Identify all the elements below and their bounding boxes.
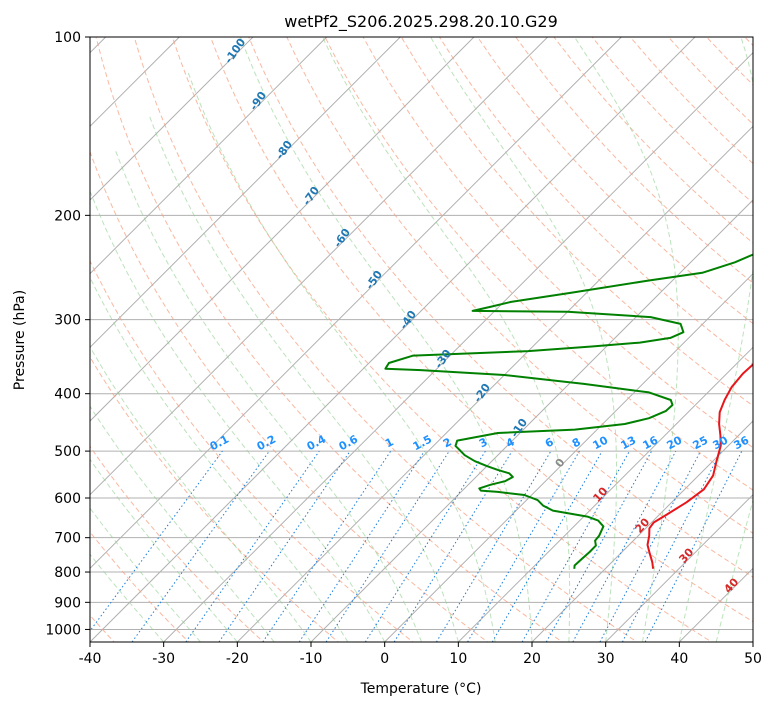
dry-adiabat-line xyxy=(133,37,638,642)
moist-adiabat-line xyxy=(90,276,349,642)
x-tick-label: 10 xyxy=(449,651,467,667)
x-tick-label: 30 xyxy=(597,651,615,667)
y-tick-label: 300 xyxy=(54,313,81,329)
isotherm-line xyxy=(90,37,475,422)
dry-adiabat-line xyxy=(90,531,190,642)
mixing-ratio-label: 36 xyxy=(732,433,752,452)
sounding-profiles xyxy=(384,253,753,569)
y-axis-label: Pressure (hPa) xyxy=(12,290,28,390)
isotherm-line xyxy=(90,37,328,275)
mixing-ratio-line xyxy=(491,450,603,642)
y-tick-label: 700 xyxy=(54,531,81,547)
moist-adiabat-line xyxy=(678,37,753,642)
x-tick-label: 0 xyxy=(380,651,389,667)
x-tick-label: -30 xyxy=(152,651,175,667)
x-tick-label: -40 xyxy=(79,651,102,667)
mixing-ratio-line xyxy=(545,450,653,642)
isotherm-line xyxy=(752,641,753,642)
dewpoint-profile xyxy=(384,253,753,569)
isotherm-line xyxy=(457,346,753,642)
mixing-ratio-line xyxy=(325,450,450,642)
isobar-grid xyxy=(90,37,753,630)
mixing-ratio-label: 13 xyxy=(619,434,639,453)
moist-adiabats xyxy=(90,37,753,642)
isotherm-line xyxy=(236,125,753,642)
y-tick-label: 200 xyxy=(54,208,81,224)
mixing-ratio-line xyxy=(435,450,552,642)
mixing-ratio-label: 10 xyxy=(591,433,611,452)
mixing-ratio-label: 16 xyxy=(641,433,661,452)
y-tick-label: 800 xyxy=(54,565,81,581)
x-tick-label: -10 xyxy=(300,651,323,667)
isotherm-line xyxy=(90,37,622,570)
moist-adiabat-line xyxy=(187,72,496,642)
y-tick-label: 500 xyxy=(54,444,81,460)
moist-adiabat-line xyxy=(90,189,386,642)
mixing-ratio-line xyxy=(467,450,580,642)
x-tick-label: -20 xyxy=(226,651,249,667)
dry-adiabat-line xyxy=(171,37,713,642)
x-tick-label: 50 xyxy=(744,651,762,667)
mixing-ratio-line xyxy=(572,450,677,642)
dry-adiabat-line xyxy=(90,150,489,642)
dry-adiabat-line xyxy=(286,37,753,534)
moist-adiabat-line xyxy=(90,345,312,642)
isotherm-line xyxy=(163,51,753,642)
isotherm-line xyxy=(310,199,753,642)
temperature-profile xyxy=(646,363,753,569)
isotherm-line xyxy=(90,37,549,496)
moist-adiabat-line xyxy=(114,149,422,642)
x-tick-label: 20 xyxy=(523,651,541,667)
plot-background xyxy=(90,37,753,642)
moist-adiabat-line xyxy=(90,458,238,642)
moist-adiabat-line xyxy=(574,37,679,642)
x-axis-label: Temperature (°C) xyxy=(360,681,482,697)
dry-adiabat-line xyxy=(438,37,753,366)
dry-adiabat-line xyxy=(324,37,753,491)
moist-adiabat-line xyxy=(90,553,165,642)
mixing-ratio-line xyxy=(185,450,320,642)
mixing-ratio-label: 20 xyxy=(665,433,685,452)
y-tick-label: 1000 xyxy=(45,622,81,638)
plot-frame xyxy=(89,36,754,643)
mixing-ratio-line xyxy=(364,450,486,642)
moist-adiabat-line xyxy=(148,114,459,642)
mixing-ratio-lines xyxy=(90,450,743,642)
isotherm-line xyxy=(90,37,254,201)
y-tick-label: 900 xyxy=(54,595,81,611)
y-tick-label: 400 xyxy=(54,387,81,403)
isotherm-line xyxy=(605,493,753,642)
y-tick-label: 600 xyxy=(54,491,81,507)
x-axis: -40 -30 -20 -10 0 10 20 30 40 50 xyxy=(79,642,762,667)
mixing-ratio-label: 30 xyxy=(711,433,731,452)
mixing-ratio-label: 25 xyxy=(691,434,711,453)
isotherm-grid xyxy=(90,37,753,642)
dry-adiabat-line xyxy=(362,37,753,449)
dry-adiabat-line xyxy=(90,445,265,642)
isotherm-line xyxy=(384,272,753,642)
dry-adiabats xyxy=(90,37,753,642)
moist-adiabat-line xyxy=(90,507,201,642)
y-tick-label: 100 xyxy=(54,30,81,46)
dry-adiabat-line xyxy=(477,37,753,325)
dry-adiabat-line xyxy=(90,259,414,642)
dry-adiabat-line xyxy=(95,37,564,642)
isotherm-line xyxy=(531,420,753,642)
isotherm-line xyxy=(90,37,401,349)
moist-adiabat-line xyxy=(715,498,753,642)
moist-adiabat-line xyxy=(430,37,617,642)
y-axis: 100 200 300 400 500 600 700 800 900 1000 xyxy=(45,30,90,638)
mixing-ratio-line xyxy=(393,450,513,642)
mixing-ratio-line xyxy=(521,450,630,642)
chart-title: wetPf2_S206.2025.298.20.10.G29 xyxy=(284,12,558,32)
dry-adiabat-line xyxy=(90,356,339,642)
mixing-ratio-line xyxy=(218,450,351,642)
x-tick-label: 40 xyxy=(670,651,688,667)
moist-adiabat-line xyxy=(239,37,533,642)
